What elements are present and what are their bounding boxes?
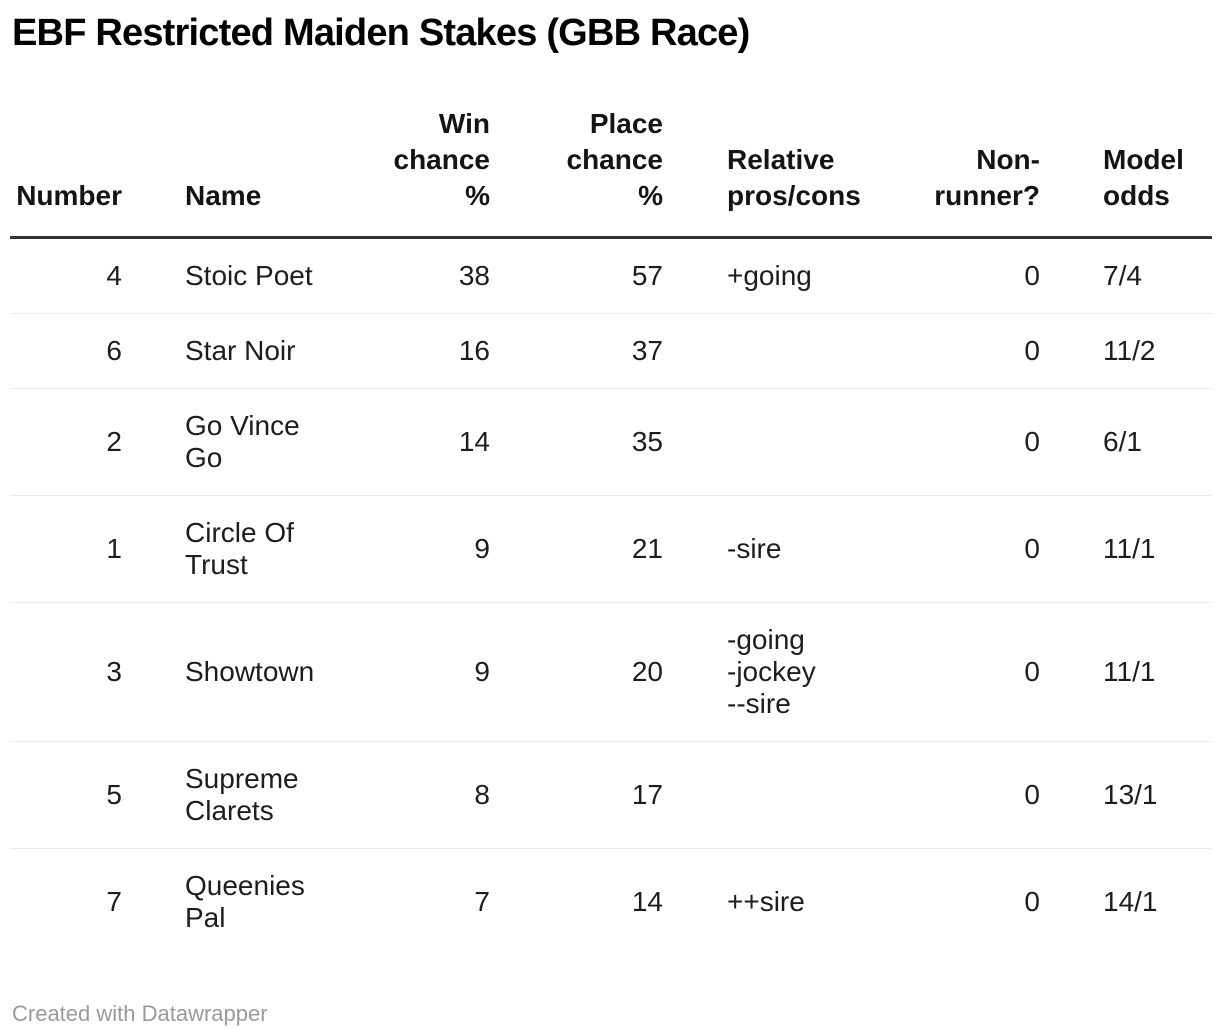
- cell-number: 1: [10, 495, 122, 603]
- cell-model_odds: 11/1: [1040, 495, 1212, 603]
- cell-model_odds: 11/2: [1040, 313, 1212, 389]
- cell-non_runner: 0: [860, 388, 1040, 496]
- cell-place_chance_pct: 57: [490, 237, 663, 314]
- attribution: Created with Datawrapper: [12, 1001, 1220, 1027]
- cell-model_odds: 14/1: [1103, 886, 1158, 917]
- cell-relative_pros_cons: [663, 741, 860, 849]
- table-body: 4 Stoic Poet 38 57 +going 0 7/4 6 Star Noir 16 37 0…: [10, 237, 1212, 956]
- cell-place_chance_pct: 20: [490, 602, 663, 742]
- cell-non_runner: 0: [1024, 886, 1040, 917]
- col-header-model_odds: Model odds: [1040, 106, 1212, 239]
- cell-non_runner: 0: [860, 602, 1040, 742]
- col-header-number: Number: [10, 106, 122, 239]
- table-row: 5 Supreme Clarets 8 17 0 13/1: [10, 741, 1212, 849]
- table-row: 3 Showtown 9 20 -going -jockey --sire 0 11/1: [10, 602, 1212, 742]
- cell-win_chance_pct: 9: [325, 495, 490, 603]
- datawrapper-link[interactable]: Datawrapper: [141, 1001, 268, 1026]
- cell-win_chance_pct: 7: [474, 886, 490, 917]
- cell-win_chance_pct: 38: [325, 237, 490, 314]
- cell-win_chance_pct: 16: [325, 313, 490, 389]
- attribution-text: Created with: [12, 1001, 142, 1026]
- cell-number: 3: [10, 602, 122, 742]
- cell-number: 7: [106, 886, 122, 917]
- table-row: 4 Stoic Poet 38 57 +going 0 7/4: [10, 237, 1212, 314]
- cell-non_runner: 0: [860, 495, 1040, 603]
- cell-model_odds: 13/1: [1040, 741, 1212, 849]
- col-header-win_chance_pct: Win chance %: [325, 106, 490, 239]
- cell-model_odds: 6/1: [1040, 388, 1212, 496]
- cell-win_chance_pct: 8: [325, 741, 490, 849]
- cell-model_odds: 7/4: [1040, 237, 1212, 314]
- cell-relative_pros_cons: ++sire: [727, 886, 805, 917]
- cell-name: Queenies Pal: [185, 870, 305, 933]
- cell-win_chance_pct: 14: [325, 388, 490, 496]
- table-row: 1 Circle Of Trust 9 21 -sire 0 11/1: [10, 495, 1212, 603]
- col-header-relative_pros_cons: Relative pros/cons: [663, 106, 861, 239]
- cell-non_runner: 0: [860, 313, 1040, 389]
- race-table: Number Name Win chance % Place chance % Rela…: [10, 106, 1212, 955]
- cell-relative_pros_cons: [663, 313, 860, 389]
- cell-relative_pros_cons: -going -jockey --sire: [663, 602, 860, 742]
- cell-name: Star Noir: [122, 313, 325, 389]
- cell-number: 4: [10, 237, 122, 314]
- table-header-row: Number Name Win chance % Place chance % Rela…: [10, 106, 1212, 239]
- cell-model_odds: 11/1: [1040, 602, 1212, 742]
- cell-name: Circle Of Trust: [122, 495, 325, 603]
- cell-number: 5: [10, 741, 122, 849]
- cell-relative_pros_cons: -sire: [663, 495, 860, 603]
- cell-number: 6: [10, 313, 122, 389]
- cell-place_chance_pct: 17: [490, 741, 663, 849]
- cell-number: 2: [10, 388, 122, 496]
- col-header-name: Name: [122, 106, 325, 239]
- cell-name: Showtown: [122, 602, 325, 742]
- cell-relative_pros_cons: [663, 388, 860, 496]
- cell-place_chance_pct: 14: [631, 886, 663, 917]
- page-title: EBF Restricted Maiden Stakes (GBB Race): [12, 12, 750, 54]
- cell-name: Go Vince Go: [122, 388, 325, 496]
- table-row: 6 Star Noir 16 37 0 11/2: [10, 313, 1212, 389]
- cell-name: Stoic Poet: [122, 237, 325, 314]
- col-header-non_runner: Non- runner?: [860, 106, 1040, 239]
- cell-place_chance_pct: 37: [490, 313, 663, 389]
- table-row: 2 Go Vince Go 14 35 0 6/1: [10, 388, 1212, 496]
- col-header-place_chance_pct: Place chance %: [490, 106, 663, 239]
- cell-name: Supreme Clarets: [122, 741, 325, 849]
- cell-place_chance_pct: 21: [490, 495, 663, 603]
- cell-place_chance_pct: 35: [490, 388, 663, 496]
- table-row: 7 Queenies Pal 7 14 ++sire 0 14/1: [10, 849, 1212, 956]
- cell-win_chance_pct: 9: [325, 602, 490, 742]
- cell-non_runner: 0: [860, 741, 1040, 849]
- cell-relative_pros_cons: +going: [663, 237, 860, 314]
- cell-non_runner: 0: [860, 237, 1040, 314]
- table-header: Number Name Win chance % Place chance % Rela…: [10, 106, 1212, 239]
